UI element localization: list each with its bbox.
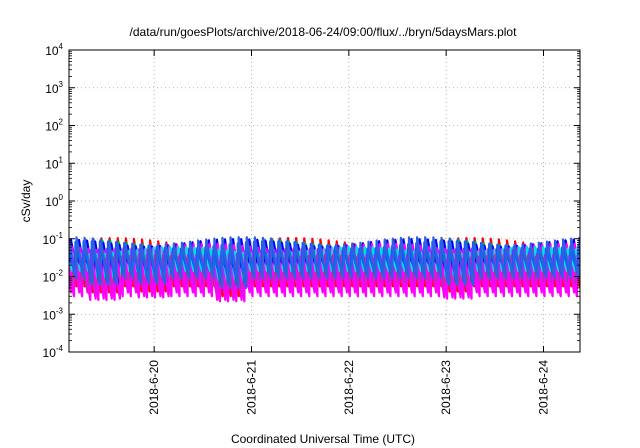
y-axis-label: cSv/day [19, 180, 33, 223]
x-tick-label: 2018-6-22 [342, 360, 356, 415]
y-tick-label: 102 [45, 118, 63, 134]
chart-title: /data/run/goesPlots/archive/2018-06-24/0… [130, 25, 518, 39]
y-tick-label: 10-2 [43, 269, 64, 285]
x-axis-label: Coordinated Universal Time (UTC) [231, 432, 415, 446]
series-group [69, 236, 580, 303]
axis-ticks: 10-4 10-3 10-2 10-1 100 101 102 103 104 2018-6-20… [43, 42, 580, 415]
y-tick-label: 100 [45, 193, 63, 209]
y-tick-label: 104 [45, 42, 63, 58]
grid [69, 50, 580, 352]
y-tick-label: 10-1 [43, 231, 64, 247]
y-tick-label: 10-4 [43, 344, 64, 360]
y-tick-label: 101 [45, 155, 63, 171]
series-line [69, 236, 580, 289]
x-tick-label: 2018-6-21 [245, 360, 259, 415]
x-tick-label: 2018-6-23 [439, 360, 453, 415]
x-tick-label: 2018-6-24 [537, 360, 551, 415]
y-tick-label: 10-3 [43, 306, 64, 322]
x-tick-label: 2018-6-20 [147, 360, 161, 415]
y-tick-label: 103 [45, 80, 63, 96]
